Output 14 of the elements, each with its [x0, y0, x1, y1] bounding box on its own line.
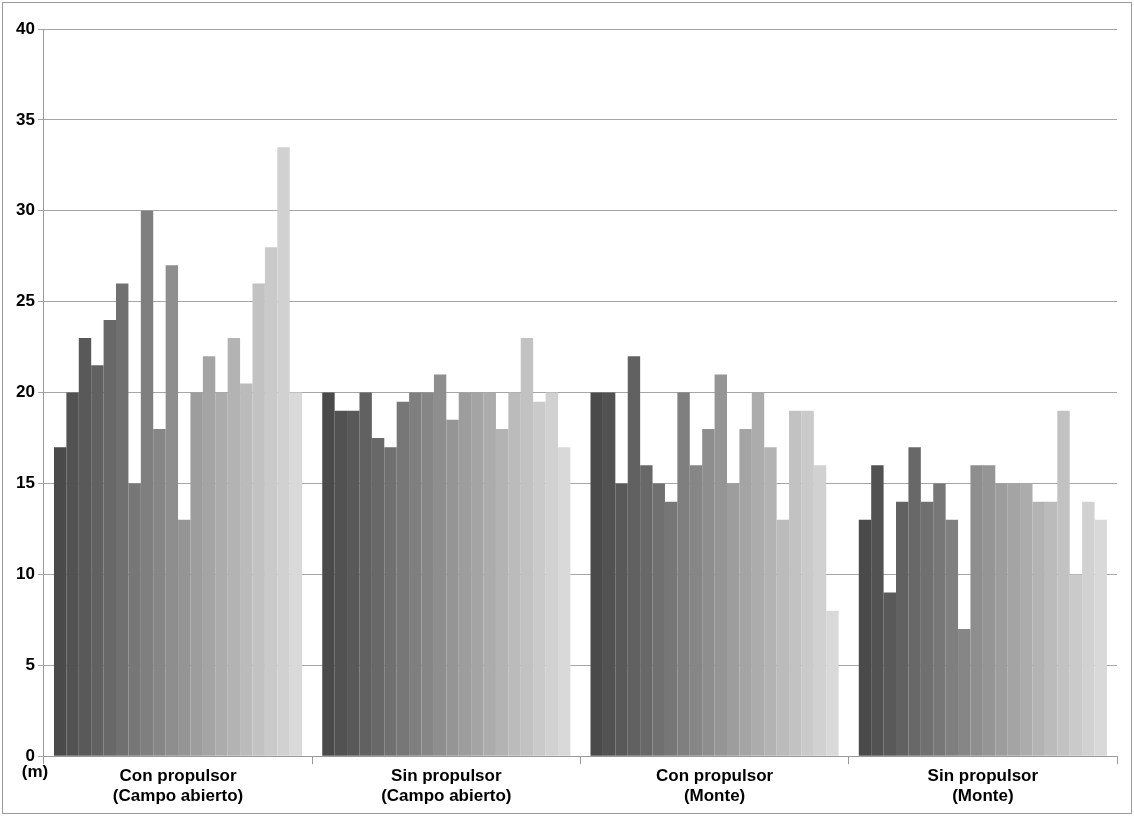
x-tick-label: Con propulsor (Campo abierto) [112, 766, 244, 806]
x-tick-label: Sin propulsor (Monte) [927, 766, 1039, 806]
y-axis-title: (m) [21, 762, 49, 782]
x-tick-label: Sin propulsor (Campo abierto) [381, 766, 512, 806]
y-tick-label: 40 [15, 18, 35, 38]
y-tick-label: 35 [15, 109, 35, 129]
y-tick-label: 5 [25, 654, 35, 674]
y-tick-label: 10 [15, 564, 35, 584]
y-tick-label: 30 [15, 200, 35, 220]
y-tick-label: 20 [15, 382, 35, 402]
y-tick-label: 15 [15, 473, 35, 493]
x-tick-label: Con propulsor (Monte) [656, 766, 774, 806]
y-tick-label: 0 [25, 745, 35, 765]
y-tick-label: 25 [15, 291, 35, 311]
